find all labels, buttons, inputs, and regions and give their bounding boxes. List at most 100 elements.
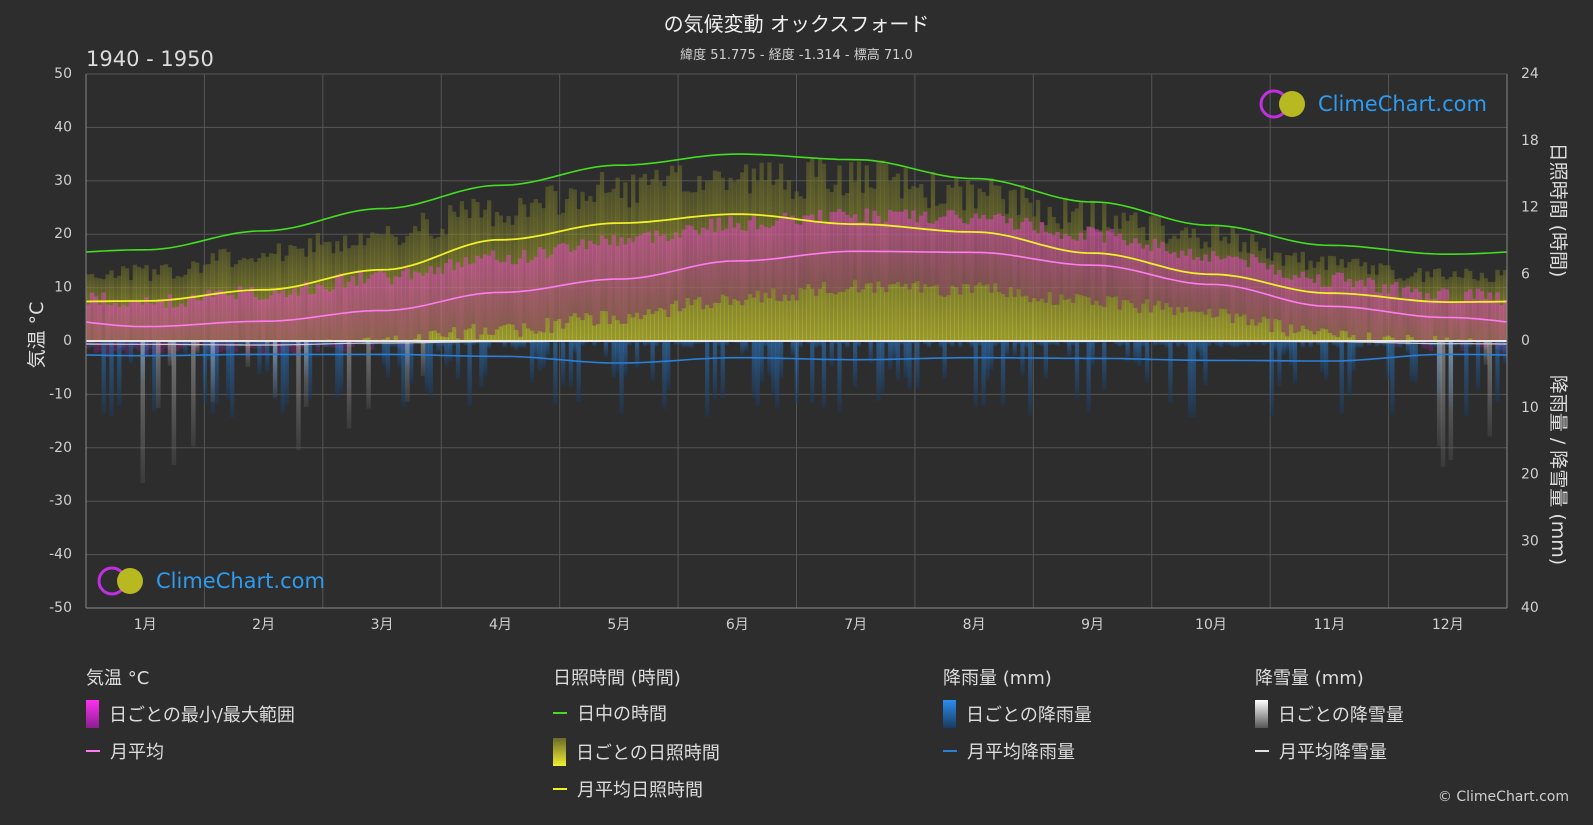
daily-rain-bar	[455, 341, 461, 380]
daily-rain-bar	[1035, 341, 1041, 346]
daily-temp-range-bar	[518, 258, 523, 337]
period-label: 1940 - 1950	[86, 47, 214, 71]
x-tick-label: 4月	[489, 617, 512, 633]
daily-temp-range-bar	[1269, 264, 1274, 333]
daily-snow-bar	[366, 341, 371, 409]
daily-temp-range-bar	[1296, 277, 1302, 332]
daily-rain-bar	[319, 341, 324, 346]
daily-rain-bar	[233, 341, 239, 344]
daily-temp-range-bar	[654, 230, 659, 312]
daily-temp-range-bar	[658, 236, 663, 308]
daily-rain-bar	[280, 341, 285, 413]
tick-labels: 50 40 30 20 10 0 -10 -20 -30 -40 -50 24 18 12 6 0 10 20 30…	[49, 66, 1539, 633]
daily-rain-bar	[1063, 341, 1068, 344]
daily-rain-bar	[1004, 341, 1010, 357]
legend-daily-snow: 日ごとの降雪量	[1255, 700, 1404, 728]
legend-rain-avg: 月平均降雨量	[943, 738, 1075, 764]
daily-rain-bar	[389, 341, 394, 348]
daily-temp-range-bar	[1082, 239, 1087, 297]
daily-temp-range-bar	[1413, 288, 1418, 341]
daily-temp-range-bar	[782, 212, 788, 295]
daily-rain-bar	[1078, 341, 1084, 344]
daily-temp-range-bar	[961, 223, 967, 284]
daily-temp-range-bar	[121, 304, 126, 351]
y-right-bottom-tick-label: 30	[1521, 533, 1539, 549]
daily-rain-bar	[1179, 341, 1185, 345]
daily-temp-range-bar	[202, 296, 208, 349]
daily-rain-bar	[759, 341, 764, 383]
daily-rain-bar	[1460, 341, 1465, 349]
daily-temp-range-bar	[759, 224, 764, 303]
daily-rain-bar	[845, 341, 850, 349]
daily-rain-bar	[214, 341, 219, 405]
daily-temp-range-bar	[1106, 230, 1111, 297]
legend-daily-sunshine-label: 日ごとの日照時間	[576, 743, 720, 764]
daily-rain-bar	[117, 341, 122, 407]
daily-rain-bar	[926, 341, 932, 348]
rain-avg-line	[85, 353, 1508, 364]
daily-temp-range-bar	[124, 306, 130, 354]
daily-rain-bar	[810, 341, 815, 404]
daily-temp-range-bar	[1394, 282, 1399, 348]
temp-range-swatch	[86, 700, 99, 728]
daily-temp-range-bar	[233, 299, 239, 353]
daily-rain-bar	[467, 341, 472, 406]
daily-rain-bar	[981, 341, 986, 407]
daily-snow-bar	[272, 341, 278, 398]
daily-temp-range-bar	[389, 284, 394, 340]
daily-rain-bar	[1253, 341, 1259, 345]
daily-rain-bar	[1172, 341, 1177, 345]
daily-temp-range-bar	[736, 223, 741, 301]
daily-rain-bar	[175, 341, 180, 345]
daily-snow-bar	[171, 341, 177, 465]
daily-rain-bar	[1503, 341, 1508, 365]
daily-temp-range-bar	[852, 214, 858, 280]
daily-rain-bar	[230, 341, 235, 418]
daily-temp-range-bar	[529, 260, 535, 331]
legend-sunshine-avg-label: 月平均日照時間	[577, 780, 703, 801]
daily-rain-bar	[1102, 341, 1107, 391]
daily-temp-range-bar	[323, 288, 328, 348]
y-right-bottom-tick-label: 10	[1521, 400, 1539, 416]
copyright: © ClimeChart.com	[1437, 789, 1569, 805]
daily-rain-bar	[817, 341, 823, 347]
daily-temp-range-bar	[1327, 286, 1333, 333]
daily-rain-bar	[1016, 341, 1021, 345]
daily-rain-bar	[693, 341, 698, 345]
daily-temp-range-bar	[615, 245, 620, 321]
brand-logo-bottom[interactable]: ClimeChart.com	[96, 565, 325, 597]
daily-temp-range-bar	[1312, 282, 1317, 335]
daily-precipitation-band	[86, 341, 1508, 484]
daily-sunshine-bar	[261, 253, 266, 341]
daily-rain-bar	[989, 341, 994, 371]
daily-rain-bar	[778, 341, 784, 379]
daily-rain-bar	[463, 341, 468, 346]
daily-temp-range-bar	[693, 230, 698, 300]
daily-temp-range-bar	[1386, 293, 1391, 336]
legend-sunshine-title: 日照時間 (時間)	[553, 668, 681, 689]
daily-rain-bar	[1222, 341, 1228, 345]
daily-rain-bar	[284, 341, 289, 406]
daily-rain-bar	[705, 341, 710, 418]
daily-rain-bar	[1331, 341, 1337, 346]
daily-temp-range-bar	[1390, 284, 1395, 338]
daily-rain-bar	[923, 341, 928, 345]
brand-logo-top[interactable]: ClimeChart.com	[1258, 88, 1487, 120]
daily-rain-bar	[409, 341, 414, 384]
daily-rain-bar	[864, 341, 869, 344]
daily-temp-range-bar	[666, 241, 671, 318]
daily-temp-range-bar	[1491, 302, 1496, 346]
daily-rain-bar	[1067, 341, 1072, 357]
daily-snow-bar	[1448, 341, 1454, 461]
daily-rain-bar	[720, 341, 725, 398]
daily-temp-range-bar	[673, 232, 679, 301]
daily-temp-range-bar	[381, 272, 387, 340]
daily-rain-bar	[977, 341, 982, 346]
daily-rain-bar	[973, 341, 978, 408]
daily-snow-bar	[1487, 341, 1493, 437]
daily-rain-bar	[751, 341, 757, 399]
daily-temp-range-bar	[926, 223, 932, 287]
daily-rain-bar	[206, 341, 211, 361]
daily-temp-range-bar	[958, 218, 963, 295]
